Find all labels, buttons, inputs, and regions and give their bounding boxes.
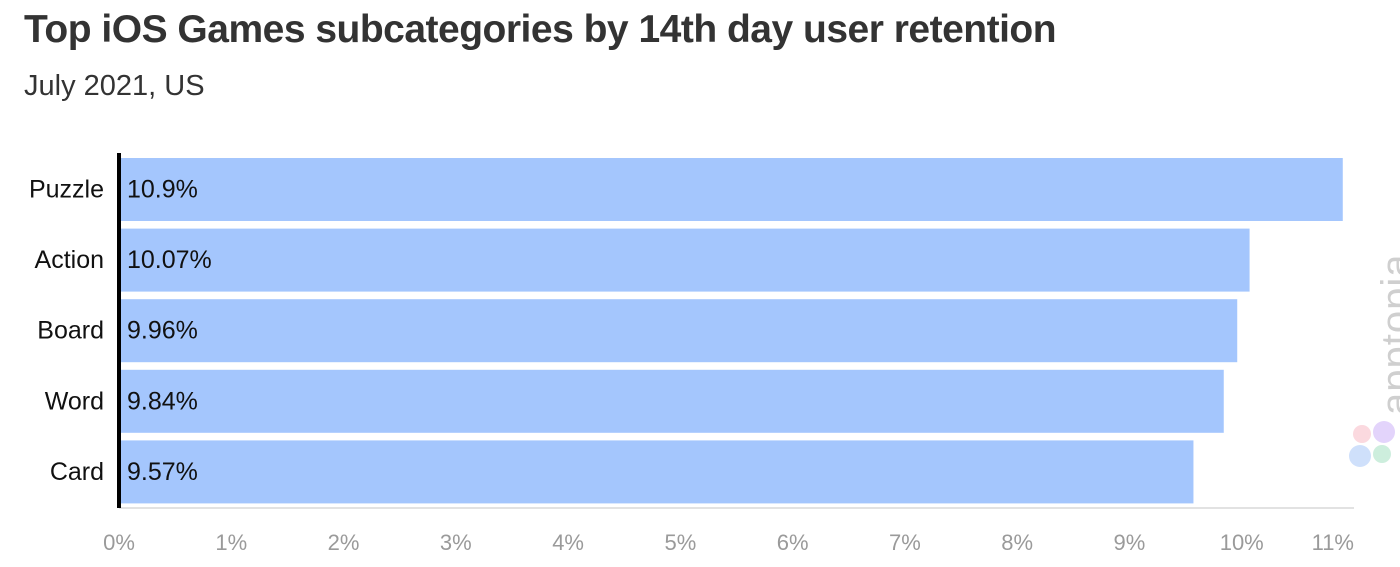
logo-petal xyxy=(1349,445,1371,467)
apptopia-wordmark: apptopia xyxy=(1374,253,1400,415)
bar-board xyxy=(119,299,1238,363)
x-tick-label: 6% xyxy=(777,530,809,555)
value-label-word: 9.84% xyxy=(127,387,198,415)
value-label-action: 10.07% xyxy=(127,246,212,274)
chart-subtitle: July 2021, US xyxy=(24,70,205,102)
bars-group xyxy=(119,158,1343,504)
category-label-action: Action xyxy=(35,246,104,274)
x-tick-label: 8% xyxy=(1001,530,1033,555)
category-label-card: Card xyxy=(50,458,104,486)
x-tick-label: 7% xyxy=(889,530,921,555)
category-labels: Puzzle Action Board Word Card xyxy=(29,176,104,486)
chart-title: Top iOS Games subcategories by 14th day … xyxy=(24,8,1057,51)
x-tick-label: 2% xyxy=(328,530,360,555)
x-tick-label: 0% xyxy=(103,530,135,555)
value-label-puzzle: 10.9% xyxy=(127,176,198,204)
apptopia-watermark xyxy=(1340,232,1400,472)
value-labels: 10.9% 10.07% 9.96% 9.84% 9.57% xyxy=(127,176,212,486)
value-label-card: 9.57% xyxy=(127,458,198,486)
x-tick-label: 10% xyxy=(1220,530,1264,555)
category-label-puzzle: Puzzle xyxy=(29,176,104,204)
bar-card xyxy=(119,440,1194,504)
x-tick-label: 1% xyxy=(215,530,247,555)
bar-action xyxy=(119,228,1250,292)
x-tick-label: 9% xyxy=(1114,530,1146,555)
logo-petal xyxy=(1373,421,1395,443)
bar-word xyxy=(119,369,1224,433)
category-label-board: Board xyxy=(37,317,104,345)
bar-puzzle xyxy=(119,158,1343,221)
x-tick-label: 4% xyxy=(552,530,584,555)
logo-petal xyxy=(1353,425,1371,443)
x-tick-label: 11% xyxy=(1312,530,1354,555)
x-tick-label: 3% xyxy=(440,530,472,555)
logo-petal xyxy=(1373,445,1391,463)
x-tick-labels: 0% 1% 2% 3% 4% 5% 6% 7% 8% 9% 10% 11% xyxy=(103,530,1354,555)
category-label-word: Word xyxy=(45,387,104,415)
apptopia-petal-logo-icon xyxy=(1349,421,1395,467)
x-tick-label: 5% xyxy=(664,530,696,555)
value-label-board: 9.96% xyxy=(127,317,198,345)
